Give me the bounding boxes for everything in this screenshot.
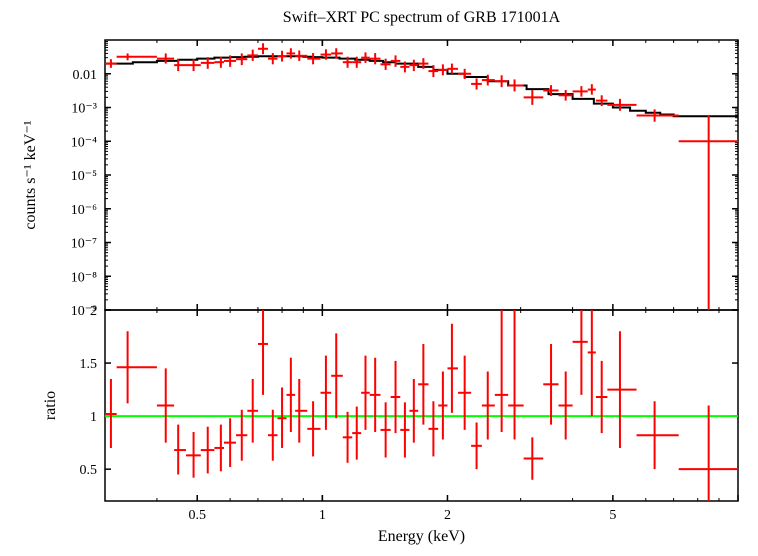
svg-text:10⁻⁸: 10⁻⁸ [71, 270, 97, 285]
svg-text:1: 1 [319, 508, 326, 523]
chart-svg: Swift–XRT PC spectrum of GRB 171001A10⁻⁹… [0, 0, 758, 556]
svg-text:1: 1 [90, 410, 97, 425]
y-axis-label-bottom: ratio [42, 391, 59, 420]
svg-text:0.5: 0.5 [188, 508, 206, 523]
svg-text:2: 2 [90, 304, 97, 319]
svg-text:10⁻⁶: 10⁻⁶ [71, 203, 97, 218]
svg-text:1.5: 1.5 [80, 357, 98, 372]
svg-text:5: 5 [609, 508, 616, 523]
svg-text:0.01: 0.01 [73, 68, 98, 83]
svg-text:10⁻³: 10⁻³ [71, 102, 97, 117]
x-axis-label: Energy (keV) [378, 528, 465, 545]
svg-text:0.5: 0.5 [80, 463, 98, 478]
svg-text:2: 2 [444, 508, 451, 523]
chart-container: Swift–XRT PC spectrum of GRB 171001A10⁻⁹… [0, 0, 758, 556]
svg-text:10⁻⁴: 10⁻⁴ [71, 135, 97, 150]
svg-text:10⁻⁷: 10⁻⁷ [71, 237, 97, 252]
y-axis-label-top: counts s⁻¹ keV⁻¹ [22, 120, 39, 229]
chart-title: Swift–XRT PC spectrum of GRB 171001A [283, 9, 561, 26]
svg-text:10⁻⁵: 10⁻⁵ [71, 169, 97, 184]
